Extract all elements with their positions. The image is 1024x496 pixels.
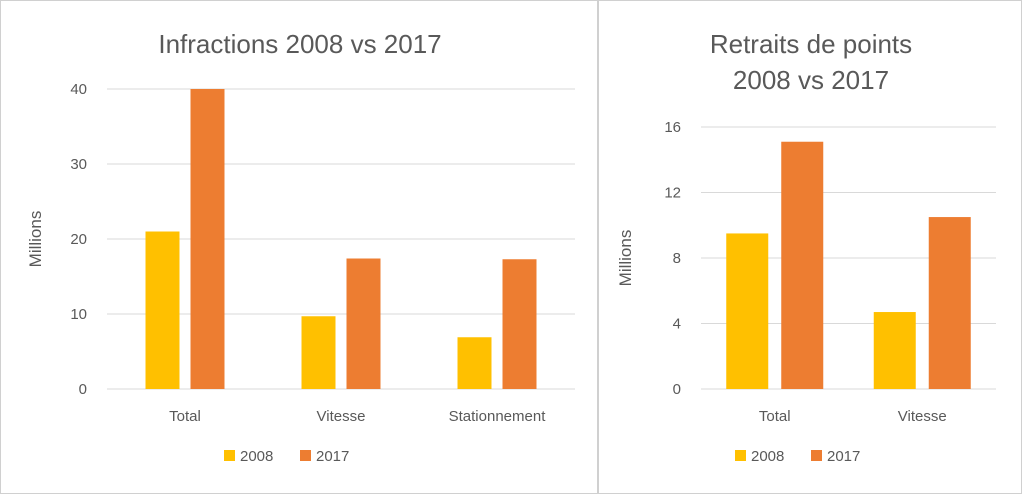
- bar-2008-vitesse: [873, 312, 916, 389]
- chart-panel-retraits: Retraits de points 2008 vs 2017 0 4 8 12 16 Mil…: [598, 0, 1022, 494]
- y-tick-label: 30: [70, 156, 87, 173]
- chart-title: 2008 vs 2017: [733, 65, 889, 95]
- y-tick-label: 40: [70, 81, 87, 98]
- chart-title: Retraits de points: [710, 29, 912, 59]
- chart-infractions: Infractions 2008 vs 2017 0 10 20 30 40 Million…: [26, 29, 575, 465]
- bar-2017-vitesse: [928, 217, 971, 389]
- bar-2017-total: [781, 141, 824, 389]
- bar-2008-stationnement: [457, 337, 492, 389]
- x-tick-label: Total: [169, 408, 201, 425]
- legend-label: 2017: [316, 448, 349, 465]
- y-tick-label: 20: [70, 231, 87, 248]
- y-axis-label: Millions: [616, 230, 635, 287]
- y-tick-label: 8: [673, 250, 681, 267]
- bar-2017-vitesse: [346, 258, 381, 389]
- legend-swatch: [224, 450, 235, 461]
- y-tick-label: 4: [673, 316, 681, 333]
- legend-swatch: [735, 450, 746, 461]
- x-tick-label: Stationnement: [449, 408, 547, 425]
- bar-2008-total: [726, 233, 769, 389]
- bar-2017-total: [190, 89, 225, 389]
- y-tick-label: 12: [664, 185, 681, 202]
- bar-2008-total: [145, 231, 180, 389]
- x-tick-label: Vitesse: [317, 408, 366, 425]
- legend-label: 2017: [827, 448, 860, 465]
- chart-title: Infractions 2008 vs 2017: [158, 29, 441, 59]
- x-tick-label: Vitesse: [898, 408, 947, 425]
- y-axis-label: Millions: [26, 211, 45, 268]
- legend-label: 2008: [751, 448, 784, 465]
- bar-2008-vitesse: [301, 316, 336, 389]
- legend-label: 2008: [240, 448, 273, 465]
- y-tick-label: 0: [79, 381, 87, 398]
- chart-panel-infractions: Infractions 2008 vs 2017 0 10 20 30 40 Million…: [0, 0, 598, 494]
- y-tick-label: 10: [70, 306, 87, 323]
- x-tick-label: Total: [759, 408, 791, 425]
- legend-swatch: [300, 450, 311, 461]
- bar-2017-stationnement: [502, 259, 537, 389]
- legend-swatch: [811, 450, 822, 461]
- y-tick-label: 0: [673, 381, 681, 398]
- y-tick-label: 16: [664, 119, 681, 136]
- chart-retraits: Retraits de points 2008 vs 2017 0 4 8 12 16 Mil…: [616, 29, 996, 465]
